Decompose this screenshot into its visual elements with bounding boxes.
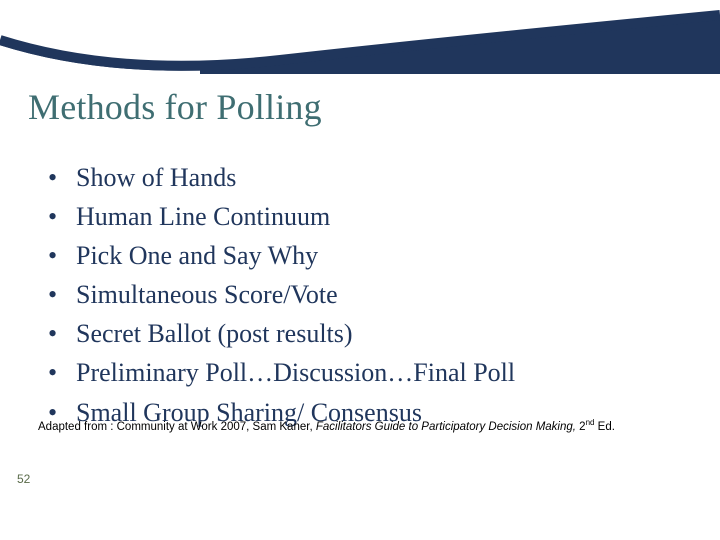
bullet-text: Preliminary Poll…Discussion…Final Poll [76, 358, 515, 387]
bullet-list: Show of Hands Human Line Continuum Pick … [48, 160, 688, 434]
bullet-text: Human Line Continuum [76, 202, 330, 231]
citation-italic: Facilitators Guide to Participatory Deci… [316, 421, 576, 433]
slide-title: Methods for Polling [28, 86, 322, 128]
citation: Adapted from : Community at Work 2007, S… [38, 418, 615, 433]
list-item: Simultaneous Score/Vote [48, 277, 688, 312]
citation-prefix: Adapted from : Community at Work 2007, S… [38, 421, 316, 433]
citation-suffix1: 2 [576, 421, 586, 433]
citation-suffix2: Ed. [594, 421, 614, 433]
slide: Methods for Polling Show of Hands Human … [0, 0, 720, 540]
list-item: Show of Hands [48, 160, 688, 195]
list-item: Preliminary Poll…Discussion…Final Poll [48, 355, 688, 390]
page-number: 52 [17, 472, 30, 486]
bullet-text: Show of Hands [76, 163, 236, 192]
list-item: Pick One and Say Why [48, 238, 688, 273]
bullet-text: Pick One and Say Why [76, 241, 318, 270]
header-bar [200, 0, 720, 74]
list-item: Human Line Continuum [48, 199, 688, 234]
bullet-text: Simultaneous Score/Vote [76, 280, 338, 309]
list-item: Secret Ballot (post results) [48, 316, 688, 351]
bullet-text: Secret Ballot (post results) [76, 319, 353, 348]
